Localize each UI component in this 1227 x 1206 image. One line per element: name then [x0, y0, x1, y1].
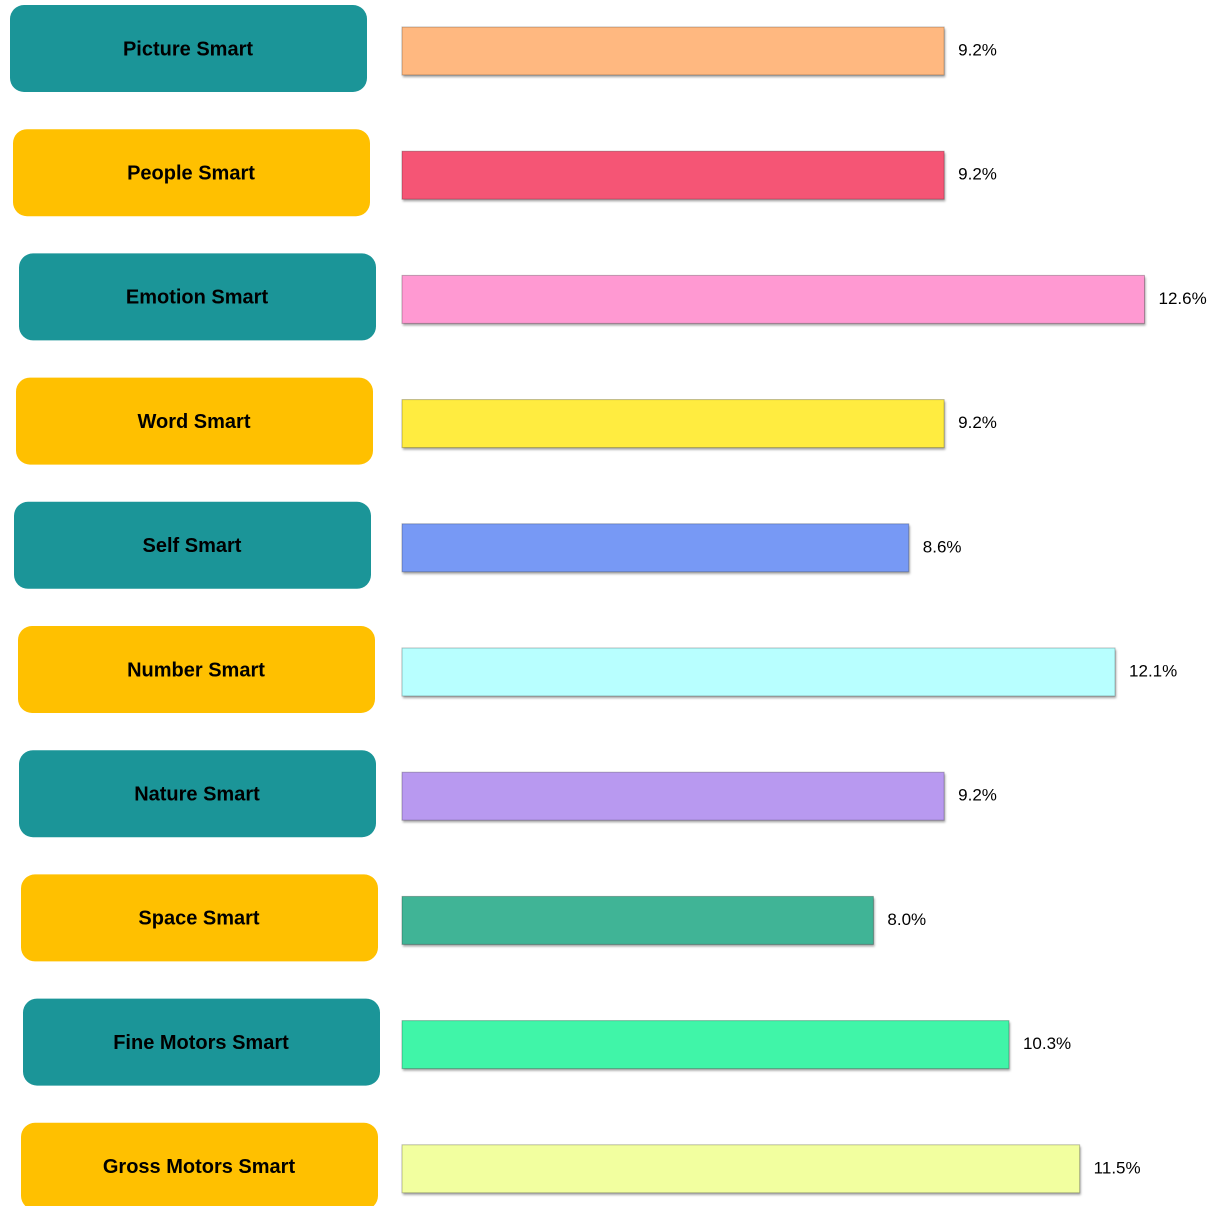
- category-label: Nature Smart: [134, 783, 260, 805]
- bar: [401, 895, 874, 945]
- bar: [401, 1020, 1010, 1070]
- bar: [401, 523, 910, 573]
- value-label: 9.2%: [958, 786, 997, 805]
- category-box: [18, 626, 375, 713]
- bar: [401, 399, 945, 449]
- category-label: Space Smart: [138, 908, 260, 930]
- category-box: [21, 1122, 378, 1206]
- category-box: [13, 129, 370, 217]
- value-label: 8.0%: [887, 910, 926, 929]
- category-label: Gross Motors Smart: [103, 1156, 296, 1178]
- bar: [401, 647, 1116, 697]
- category-label: Self Smart: [143, 535, 242, 557]
- category-box: [14, 501, 371, 589]
- category-box: [19, 750, 376, 838]
- value-label: 9.2%: [958, 165, 997, 184]
- bar: [401, 771, 945, 821]
- value-label: 9.2%: [958, 40, 997, 59]
- bar: [401, 1144, 1081, 1194]
- category-box: [19, 253, 376, 341]
- bar: [401, 274, 1145, 324]
- bar: [401, 150, 945, 200]
- bar: [401, 26, 945, 76]
- category-label: People Smart: [127, 162, 255, 184]
- value-label: 12.6%: [1159, 289, 1207, 308]
- value-label: 12.1%: [1129, 661, 1177, 680]
- category-label: Emotion Smart: [126, 287, 269, 309]
- category-box: [10, 5, 367, 92]
- category-box: [16, 377, 373, 465]
- value-label: 11.5%: [1094, 1158, 1141, 1177]
- category-box: [21, 874, 378, 962]
- category-box: [23, 998, 380, 1086]
- category-label: Number Smart: [127, 659, 265, 681]
- value-label: 9.2%: [958, 413, 997, 432]
- category-label: Fine Motors Smart: [113, 1032, 289, 1054]
- category-label: Picture Smart: [123, 38, 253, 60]
- value-label: 8.6%: [923, 537, 962, 556]
- category-label: Word Smart: [138, 411, 251, 433]
- value-label: 10.3%: [1023, 1034, 1071, 1053]
